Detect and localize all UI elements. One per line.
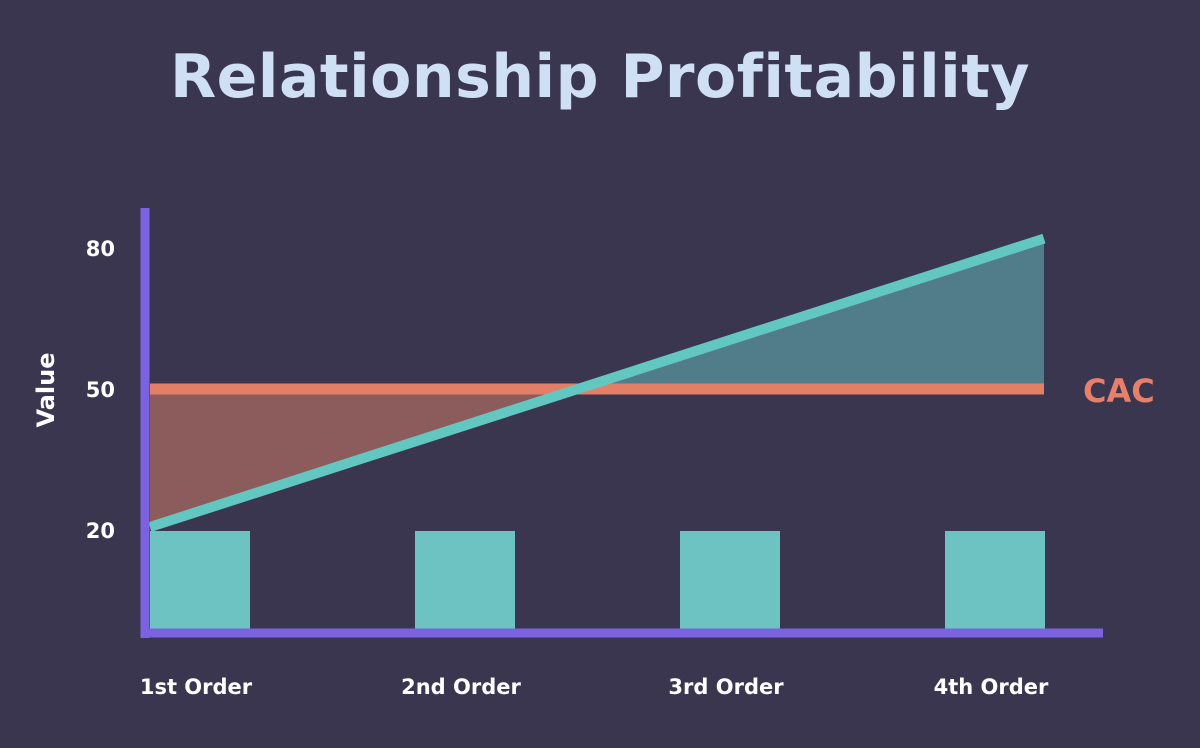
- bar-3: [680, 531, 780, 629]
- value-line: [148, 233, 1046, 532]
- chart-title: Relationship Profitability: [169, 42, 1031, 112]
- x-tick-label: 3rd Order: [668, 675, 784, 699]
- x-tick-label: 2nd Order: [401, 675, 521, 699]
- cac-label: CAC: [1083, 372, 1155, 410]
- y-tick-label: 50: [86, 378, 115, 402]
- bar-4: [945, 531, 1045, 629]
- x-tick-label: 4th Order: [934, 675, 1049, 699]
- y-tick-label: 80: [86, 237, 115, 261]
- bar-2: [415, 531, 515, 629]
- bar-1: [150, 531, 250, 629]
- x-tick-label: 1st Order: [140, 675, 253, 699]
- y-tick-label: 20: [86, 519, 115, 543]
